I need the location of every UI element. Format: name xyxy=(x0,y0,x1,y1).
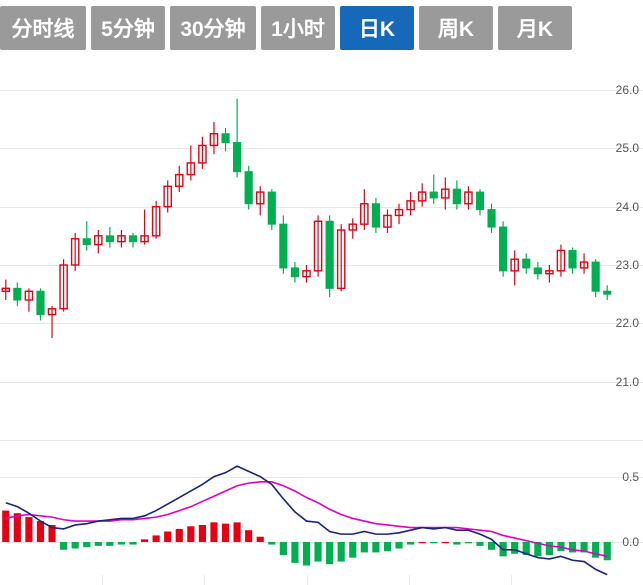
pane-border xyxy=(0,440,643,441)
tab-1hour[interactable]: 1小时 xyxy=(261,5,335,50)
tab-label: 5分钟 xyxy=(101,17,155,41)
x-tick xyxy=(307,575,308,585)
price-tick-label: 22.0 xyxy=(615,316,639,331)
macd-tick-label: 0.0 xyxy=(622,535,639,549)
gridline xyxy=(0,148,643,150)
period-toolbar[interactable]: 分时线 5分钟 30分钟 1小时 日K 周K 月K xyxy=(0,0,643,55)
price-tick-label: 23.0 xyxy=(615,258,639,272)
tab-label: 分时线 xyxy=(11,17,75,41)
tab-weekk[interactable]: 周K xyxy=(419,5,493,50)
price-pane: 26.0 25.0 24.0 23.0 22.0 21.0 xyxy=(0,55,643,405)
price-tick-label: 26.0 xyxy=(615,83,639,97)
chart-canvas: 26.025.024.023.022.021.0 0.50.0-0.5 xyxy=(0,55,643,585)
tab-dayk[interactable]: 日K xyxy=(340,5,414,50)
tab-label: 1小时 xyxy=(271,17,325,41)
macd-pane: 0.50.0-0.5 xyxy=(0,440,643,585)
tab-label: 月K xyxy=(516,17,554,41)
price-tick-label: 24.0 xyxy=(615,199,639,214)
candlestick-series xyxy=(1,98,612,338)
gridline xyxy=(0,381,643,383)
x-tick xyxy=(409,575,410,585)
tab-30min[interactable]: 30分钟 xyxy=(170,5,256,50)
gridline xyxy=(0,90,643,91)
tab-label: 日K xyxy=(358,17,396,41)
x-tick xyxy=(204,575,205,585)
x-tick xyxy=(102,575,103,585)
gridline xyxy=(0,206,643,208)
tab-label: 周K xyxy=(437,17,475,41)
gridline xyxy=(0,323,643,325)
gridline xyxy=(0,476,643,478)
macd-tick-label: 0.5 xyxy=(622,469,639,484)
tab-fenshi[interactable]: 分时线 xyxy=(0,5,86,50)
tab-label: 30分钟 xyxy=(180,17,246,41)
price-tick-label: 25.0 xyxy=(615,141,639,156)
tab-monthk[interactable]: 月K xyxy=(498,5,572,50)
price-tick-label: 21.0 xyxy=(615,374,639,389)
x-tick xyxy=(511,575,512,585)
tab-5min[interactable]: 5分钟 xyxy=(91,5,165,50)
macd-series xyxy=(2,465,611,576)
